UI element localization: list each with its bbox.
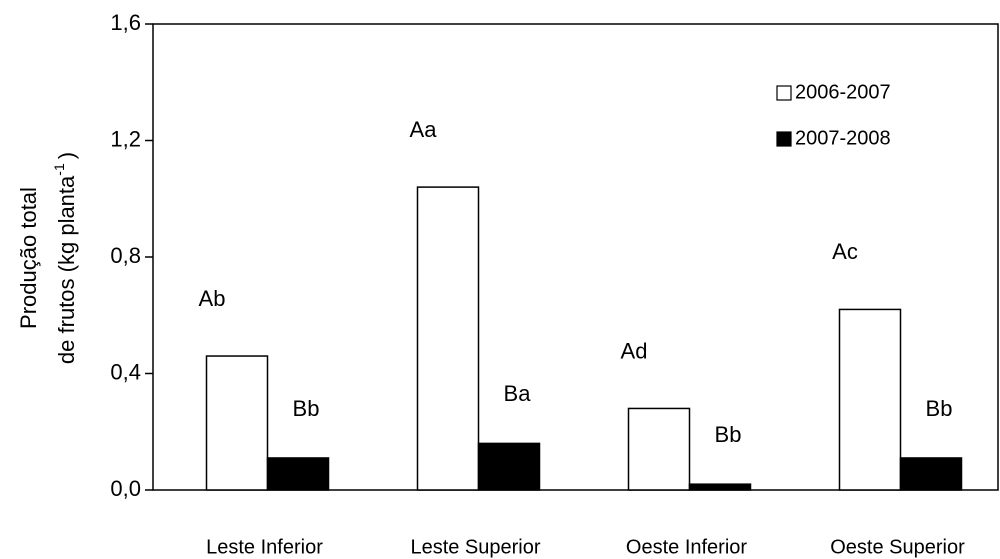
x-tick-label: Leste Inferior [206, 536, 323, 558]
bar-letter: Ac [832, 239, 858, 264]
bar [838, 308, 902, 491]
y-tick-label: 0,0 [110, 476, 141, 501]
bar [899, 457, 963, 491]
bar [205, 355, 269, 491]
bar-letter: Aa [410, 117, 438, 142]
bar-letter: Ab [199, 286, 226, 311]
x-tick-label: Oeste Superior [830, 536, 965, 558]
y-axis-label-part: ) [54, 152, 79, 159]
bar [266, 457, 330, 491]
y-tick-label: 1,2 [110, 126, 141, 151]
bar-letter: Ba [504, 381, 532, 406]
y-tick-label: 1,6 [110, 10, 141, 35]
y-tick-label: 0,4 [110, 359, 141, 384]
bar [416, 186, 480, 491]
bar [477, 442, 541, 491]
legend-swatch [776, 85, 792, 101]
legend-label: 2007-2008 [795, 127, 891, 149]
bar-letter: Bb [926, 396, 953, 421]
legend-label: 2006-2007 [795, 81, 891, 103]
y-tick-label: 0,8 [110, 243, 141, 268]
x-tick-label: Leste Superior [410, 536, 540, 558]
legend-swatch [776, 131, 792, 147]
y-axis-label: Produção total [16, 187, 41, 329]
bar-letter: Bb [293, 396, 320, 421]
y-axis-label-part: de frutos (kg planta [54, 175, 79, 364]
bar [688, 483, 752, 491]
x-tick-label: Oeste Inferior [626, 536, 748, 558]
bar-letter: Bb [715, 422, 742, 447]
bar-letter: Ad [621, 338, 648, 363]
y-axis-label-sup: -1 [51, 163, 67, 176]
y-axis-label: de frutos (kg planta-1) [51, 152, 79, 364]
bar [627, 407, 691, 491]
